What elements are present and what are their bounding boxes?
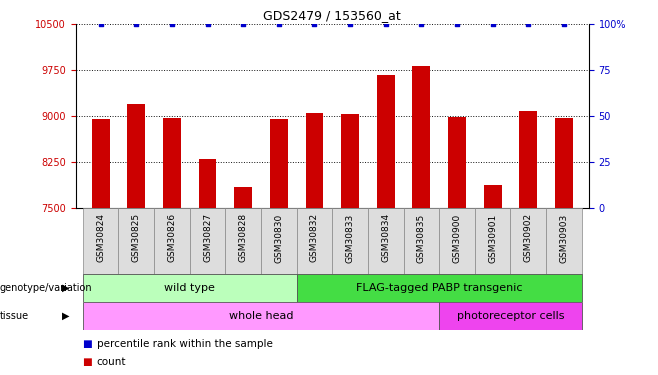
Text: ■: ■ bbox=[82, 339, 92, 349]
Bar bbox=[91, 119, 109, 375]
Bar bbox=[332, 208, 368, 274]
Bar bbox=[128, 104, 145, 375]
Bar bbox=[199, 159, 216, 375]
Bar bbox=[305, 113, 323, 375]
Text: FLAG-tagged PABP transgenic: FLAG-tagged PABP transgenic bbox=[356, 283, 522, 293]
Bar bbox=[270, 119, 288, 375]
Text: GSM30830: GSM30830 bbox=[274, 213, 284, 262]
Bar bbox=[519, 111, 537, 375]
Bar bbox=[368, 208, 403, 274]
Text: GSM30900: GSM30900 bbox=[453, 213, 461, 262]
Point bbox=[452, 21, 463, 27]
Point bbox=[380, 21, 391, 27]
Point bbox=[416, 21, 426, 27]
Bar bbox=[163, 118, 181, 375]
Text: count: count bbox=[97, 357, 126, 367]
Text: GSM30827: GSM30827 bbox=[203, 213, 212, 262]
Bar bbox=[342, 114, 359, 375]
Text: GSM30825: GSM30825 bbox=[132, 213, 141, 262]
Text: wild type: wild type bbox=[164, 283, 215, 293]
Point bbox=[488, 21, 498, 27]
Bar bbox=[297, 208, 332, 274]
Title: GDS2479 / 153560_at: GDS2479 / 153560_at bbox=[263, 9, 401, 22]
Text: GSM30828: GSM30828 bbox=[239, 213, 247, 262]
Point bbox=[95, 21, 106, 27]
Bar bbox=[440, 302, 582, 330]
Bar bbox=[118, 208, 154, 274]
Text: whole head: whole head bbox=[229, 311, 293, 321]
Bar bbox=[440, 208, 475, 274]
Point bbox=[345, 21, 355, 27]
Bar bbox=[261, 208, 297, 274]
Bar bbox=[511, 208, 546, 274]
Bar bbox=[377, 75, 395, 375]
Text: tissue: tissue bbox=[0, 311, 29, 321]
Bar bbox=[448, 117, 466, 375]
Point bbox=[131, 21, 141, 27]
Text: GSM30903: GSM30903 bbox=[559, 213, 569, 262]
Bar bbox=[297, 274, 582, 302]
Bar bbox=[83, 274, 297, 302]
Text: ■: ■ bbox=[82, 357, 92, 367]
Text: genotype/variation: genotype/variation bbox=[0, 283, 93, 293]
Bar bbox=[484, 186, 501, 375]
Bar bbox=[83, 302, 440, 330]
Bar bbox=[403, 208, 440, 274]
Point bbox=[309, 21, 320, 27]
Text: GSM30824: GSM30824 bbox=[96, 213, 105, 262]
Point bbox=[523, 21, 534, 27]
Bar bbox=[413, 66, 430, 375]
Point bbox=[559, 21, 569, 27]
Text: GSM30902: GSM30902 bbox=[524, 213, 533, 262]
Text: ▶: ▶ bbox=[62, 311, 69, 321]
Text: photoreceptor cells: photoreceptor cells bbox=[457, 311, 565, 321]
Point bbox=[166, 21, 177, 27]
Text: GSM30901: GSM30901 bbox=[488, 213, 497, 262]
Bar bbox=[154, 208, 190, 274]
Text: GSM30826: GSM30826 bbox=[167, 213, 176, 262]
Point bbox=[202, 21, 213, 27]
Point bbox=[274, 21, 284, 27]
Bar bbox=[83, 208, 118, 274]
Text: percentile rank within the sample: percentile rank within the sample bbox=[97, 339, 272, 349]
Bar bbox=[546, 208, 582, 274]
Point bbox=[238, 21, 249, 27]
Text: GSM30832: GSM30832 bbox=[310, 213, 319, 262]
Bar bbox=[475, 208, 511, 274]
Bar bbox=[190, 208, 225, 274]
Bar bbox=[555, 118, 573, 375]
Text: GSM30835: GSM30835 bbox=[417, 213, 426, 262]
Text: GSM30833: GSM30833 bbox=[345, 213, 355, 262]
Bar bbox=[234, 187, 252, 375]
Text: ▶: ▶ bbox=[62, 283, 69, 293]
Bar bbox=[225, 208, 261, 274]
Text: GSM30834: GSM30834 bbox=[381, 213, 390, 262]
